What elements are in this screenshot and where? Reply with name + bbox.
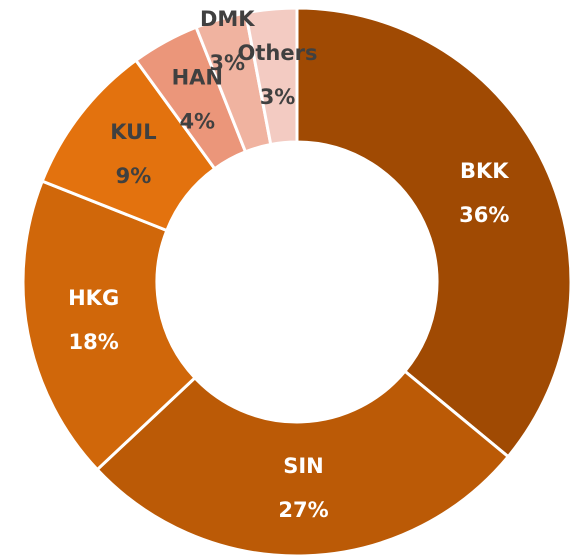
slice [95,369,511,555]
slice-label: HAN [172,66,223,90]
slice-label: KUL [110,120,156,144]
slice [243,6,299,147]
value-label: 27% [278,498,328,522]
value-label: 18% [69,330,119,354]
slice-label: DMK [200,7,255,31]
slice-label: Others [238,41,318,65]
value-label: 9% [116,164,152,188]
slice-label: BKK [460,159,509,183]
slice-label: HKG [68,286,119,310]
slice [21,179,198,472]
value-label: 4% [179,110,215,134]
value-label: 3% [260,85,296,109]
slice-label: SIN [283,454,324,478]
slice [295,6,573,459]
value-label: 36% [459,203,509,227]
value-label: 3% [209,51,245,75]
